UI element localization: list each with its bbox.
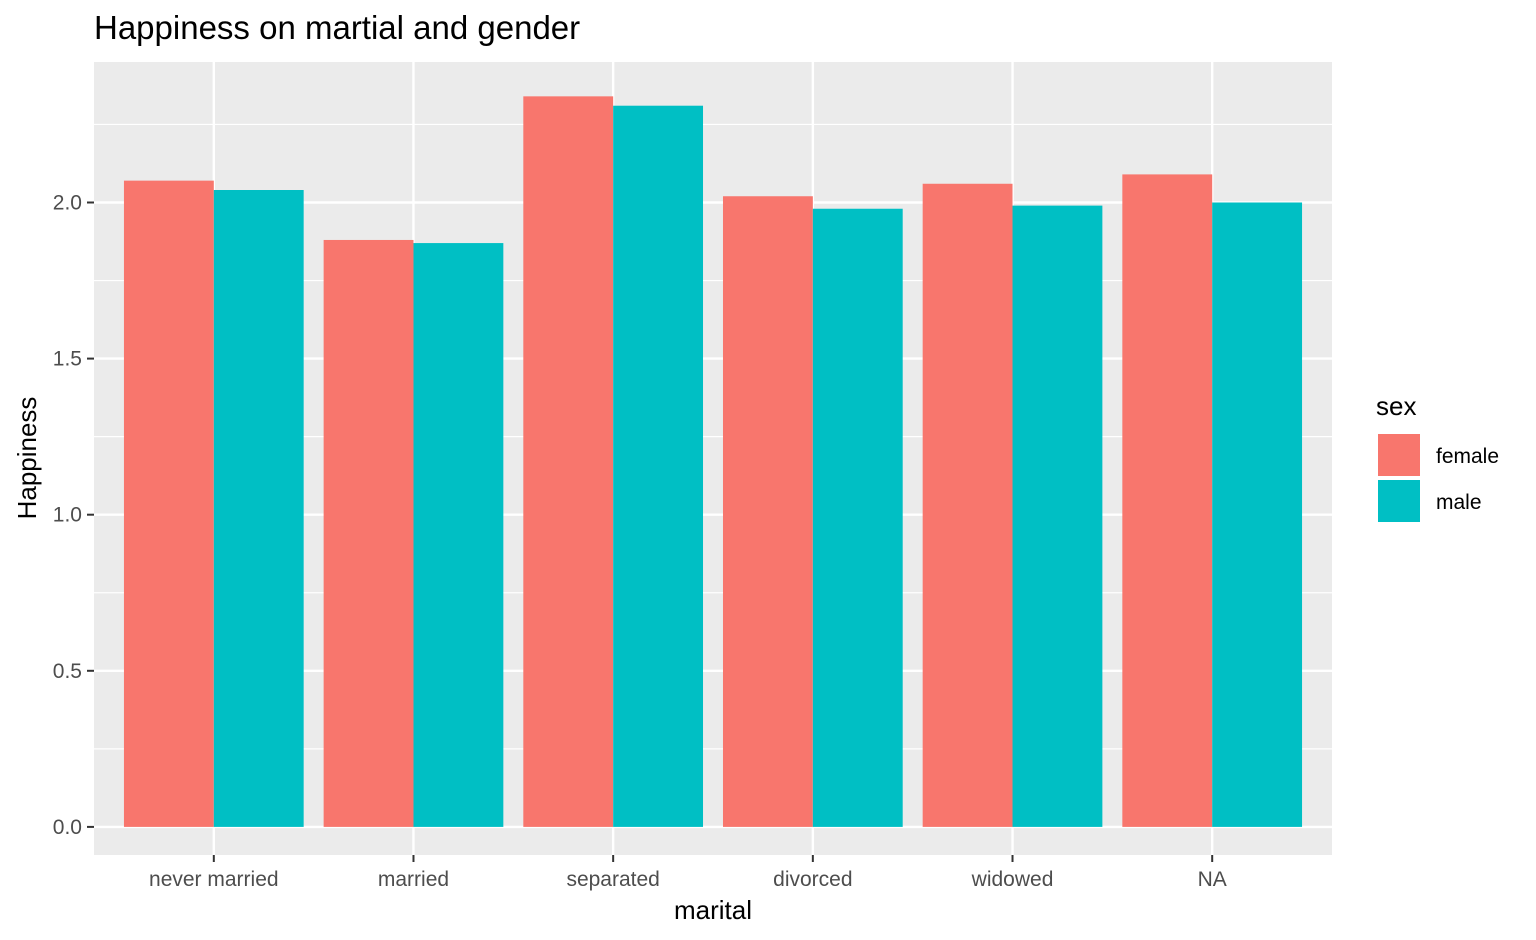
chart-title: Happiness on martial and gender (94, 9, 580, 46)
bar-female-widowed (922, 183, 1013, 827)
x-tick-label: never married (149, 868, 279, 891)
y-axis-title: Happiness (12, 397, 42, 520)
y-tick-label: 0.0 (53, 816, 82, 839)
legend-key-male (1378, 480, 1420, 522)
bar-female-married (323, 239, 414, 827)
y-tick-label: 1.5 (53, 348, 82, 371)
bar-female-never-married (123, 180, 214, 827)
bars (123, 96, 1303, 827)
legend-key-female (1378, 434, 1420, 476)
y-tick-label: 2.0 (53, 191, 82, 214)
bar-male-na (1212, 202, 1303, 827)
x-axis-title: marital (674, 895, 752, 925)
bar-male-married (413, 243, 504, 827)
legend: sex female male (1376, 391, 1499, 522)
legend-title: sex (1376, 391, 1416, 421)
y-tick-label: 1.0 (53, 504, 82, 527)
bar-female-separated (523, 96, 614, 827)
x-axis: never married married separated divorced wid… (149, 855, 1227, 891)
bar-male-widowed (1012, 205, 1103, 827)
bar-female-na (1122, 174, 1213, 827)
bar-male-divorced (812, 208, 903, 827)
bar-male-never-married (213, 190, 304, 827)
x-tick-label: widowed (971, 868, 1054, 891)
legend-label-male: male (1436, 491, 1482, 514)
y-tick-label: 0.5 (53, 660, 82, 683)
bar-male-separated (613, 105, 704, 827)
x-tick-label: divorced (773, 868, 852, 891)
x-tick-label: separated (566, 868, 659, 891)
bar-female-divorced (722, 196, 813, 827)
y-axis: 0.0 0.5 1.0 1.5 2.0 (53, 191, 94, 839)
x-tick-label: NA (1198, 868, 1227, 891)
legend-label-female: female (1436, 445, 1499, 468)
x-tick-label: married (378, 868, 449, 891)
